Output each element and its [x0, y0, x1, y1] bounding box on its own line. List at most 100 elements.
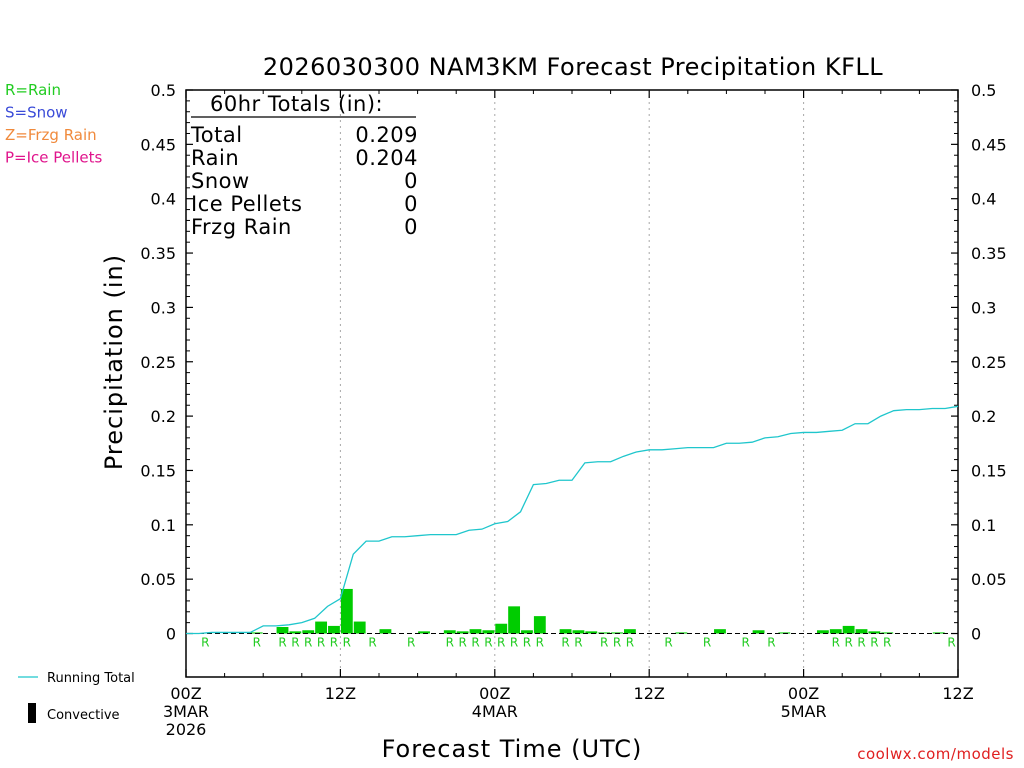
precip-type-legend: R=Rain S=Snow Z=Frzg Rain P=Ice Pellets [5, 81, 102, 167]
precip-bar [250, 632, 263, 634]
y-tick-label-right: 0.15 [971, 461, 1007, 480]
y-tick-label-right: 0.3 [971, 298, 996, 317]
precip-type-mark: R [484, 636, 492, 650]
x-tick-label: 00Z [170, 684, 201, 703]
x-axis-label: Forecast Time (UTC) [382, 735, 643, 763]
y-tick-label: 0 [166, 625, 176, 644]
precip-bar [752, 630, 765, 634]
precip-type-mark: R [407, 636, 415, 650]
y-tick-label-right: 0.1 [971, 516, 996, 535]
precip-type-mark: R [536, 636, 544, 650]
precip-bar [559, 629, 572, 634]
precip-type-mark: R [343, 636, 351, 650]
totals-row-label: Frzg Rain [191, 215, 292, 239]
y-axis-label: Precipitation (in) [100, 254, 128, 470]
precip-type-mark: R [330, 636, 338, 650]
precip-bar [482, 630, 495, 634]
y-tick-label: 0.25 [140, 353, 176, 372]
totals-box: 60hr Totals (in): Total 0.209 Rain 0.204 Sno… [190, 92, 418, 239]
totals-row-value: 0 [404, 215, 418, 239]
precip-type-legend-item: S=Snow [5, 104, 68, 122]
chart-title: 2026030300 NAM3KM Forecast Precipitation… [263, 53, 883, 81]
precip-type-mark: R [626, 636, 634, 650]
precip-bar [276, 626, 289, 634]
precip-type-mark: R [832, 636, 840, 650]
x-tick-label: 5MAR [781, 702, 827, 721]
precip-bar [855, 629, 868, 634]
totals-row-value: 0.209 [355, 123, 418, 147]
precip-type-legend-item: Z=Frzg Rain [5, 126, 97, 144]
precip-bar [443, 630, 456, 634]
precip-bar [521, 630, 533, 634]
precip-type-mark: R [317, 636, 325, 650]
y-tick-label: 0.05 [140, 570, 176, 589]
precip-type-legend-item: R=Rain [5, 81, 61, 99]
precip-bar [572, 630, 585, 634]
precip-type-mark: R [446, 636, 454, 650]
hourly-precip-bars [250, 588, 945, 634]
precip-bar [469, 629, 482, 634]
precip-type-mark: R [703, 636, 711, 650]
y-tick-label-right: 0.05 [971, 570, 1007, 589]
precip-bar [598, 632, 611, 634]
precip-type-mark: R [471, 636, 479, 650]
precip-bar [842, 625, 855, 634]
precip-type-mark: R [304, 636, 312, 650]
precip-type-mark: R [201, 636, 209, 650]
y-tick-label-right: 0.5 [971, 81, 996, 100]
precip-type-mark: R [368, 636, 376, 650]
precip-type-mark: R [664, 636, 672, 650]
y-tick-label: 0.45 [140, 135, 176, 154]
precip-type-mark: R [857, 636, 865, 650]
precip-type-mark: R [767, 636, 775, 650]
precip-bar [289, 631, 302, 634]
precip-type-mark: R [574, 636, 582, 650]
y-tick-label: 0.15 [140, 461, 176, 480]
precip-type-mark: R [510, 636, 518, 650]
y-tick-label: 0.1 [151, 516, 176, 535]
precip-bar [379, 629, 392, 634]
precip-type-mark: R [613, 636, 621, 650]
precip-bar [623, 629, 636, 634]
x-tick-label: 12Z [325, 684, 356, 703]
precip-bar [353, 621, 366, 634]
totals-row-label: Snow [191, 169, 250, 193]
running-total-legend-label: Running Total [47, 671, 135, 686]
y-axis: 0 00.05 0.050.1 0.10.15 0.150.2 0.20.25 0.250.… [140, 81, 1006, 644]
series-legend: Running Total Convective [18, 671, 135, 723]
precip-bar [340, 588, 353, 634]
precip-type-mark: R [278, 636, 286, 650]
totals-row-label: Total [190, 123, 243, 147]
watermark: coolwx.com/models [857, 745, 1014, 763]
y-tick-label-right: 0.35 [971, 244, 1007, 263]
precip-bar [816, 630, 829, 634]
x-tick-label: 12Z [634, 684, 665, 703]
precip-bar [881, 632, 894, 634]
running-total-series [186, 405, 959, 635]
precip-bar [611, 632, 623, 634]
x-tick-label: 12Z [942, 684, 973, 703]
precip-type-mark: R [600, 636, 608, 650]
precip-type-legend-item: P=Ice Pellets [5, 149, 102, 167]
time-gridlines [339, 90, 805, 677]
precip-type-mark: R [870, 636, 878, 650]
precip-type-mark: R [883, 636, 891, 650]
y-tick-label: 0.5 [151, 81, 176, 100]
precip-type-mark: R [561, 636, 569, 650]
x-tick-label: 2026 [166, 720, 207, 739]
precip-bar [418, 631, 430, 634]
convective-legend-swatch [28, 703, 36, 723]
x-tick-label: 00Z [788, 684, 819, 703]
convective-legend-label: Convective [47, 708, 120, 723]
y-tick-label-right: 0.45 [971, 135, 1007, 154]
precip-type-mark: R [253, 636, 261, 650]
y-tick-label: 0.4 [151, 190, 176, 209]
precip-type-mark: R [742, 636, 750, 650]
precip-bar [932, 632, 945, 634]
precip-bar [829, 629, 842, 634]
precip-bar [508, 606, 521, 634]
x-tick-label: 00Z [479, 684, 510, 703]
precip-bar [868, 631, 881, 634]
